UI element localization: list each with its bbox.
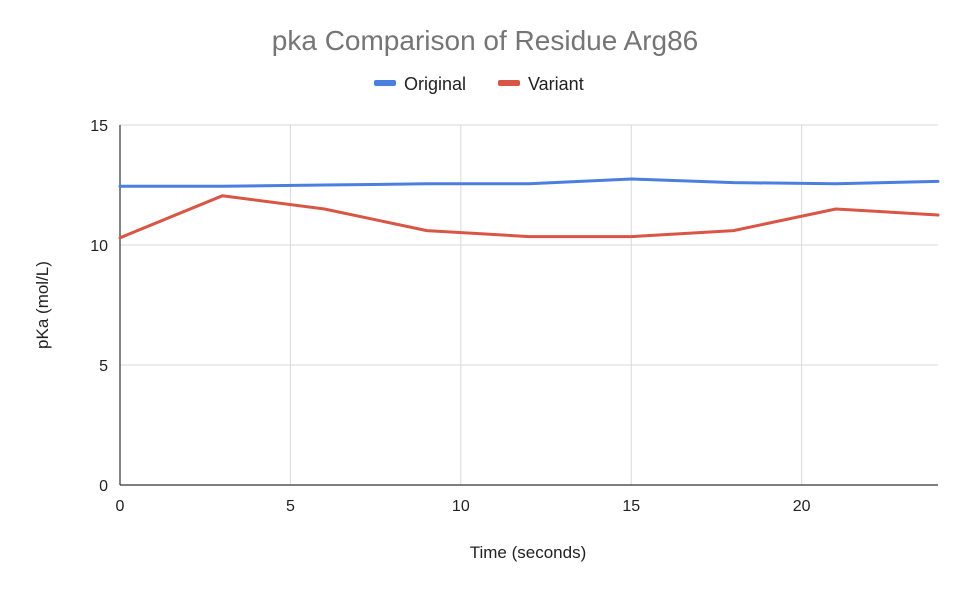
series-line-original[interactable] <box>118 177 940 188</box>
y-tick-label: 10 <box>90 238 108 255</box>
series-line-variant[interactable] <box>118 194 940 240</box>
legend-swatch-variant <box>498 80 520 86</box>
legend-item-original[interactable]: Original <box>374 74 466 94</box>
legend-item-variant[interactable]: Variant <box>498 74 584 94</box>
x-tick-label: 20 <box>793 498 811 515</box>
legend-swatch-original <box>374 80 396 86</box>
gridlines <box>120 124 938 485</box>
y-tick-label: 15 <box>90 118 108 135</box>
axes <box>119 125 938 486</box>
y-axis-title: pKa (mol/L) <box>33 261 52 349</box>
y-tick-label: 5 <box>99 358 108 375</box>
series-lines <box>118 177 940 240</box>
legend-label-original: Original <box>404 74 466 94</box>
tick-labels: 0 5 10 15 0 5 10 15 20 <box>90 118 810 515</box>
x-tick-label: 5 <box>286 498 295 515</box>
legend-label-variant: Variant <box>528 74 584 94</box>
chart-title: pka Comparison of Residue Arg86 <box>272 25 698 56</box>
x-tick-label: 15 <box>622 498 640 515</box>
x-axis-title: Time (seconds) <box>470 543 587 562</box>
legend: Original Variant <box>374 74 584 94</box>
x-tick-label: 0 <box>116 498 125 515</box>
y-tick-label: 0 <box>99 478 108 495</box>
x-tick-label: 10 <box>452 498 470 515</box>
